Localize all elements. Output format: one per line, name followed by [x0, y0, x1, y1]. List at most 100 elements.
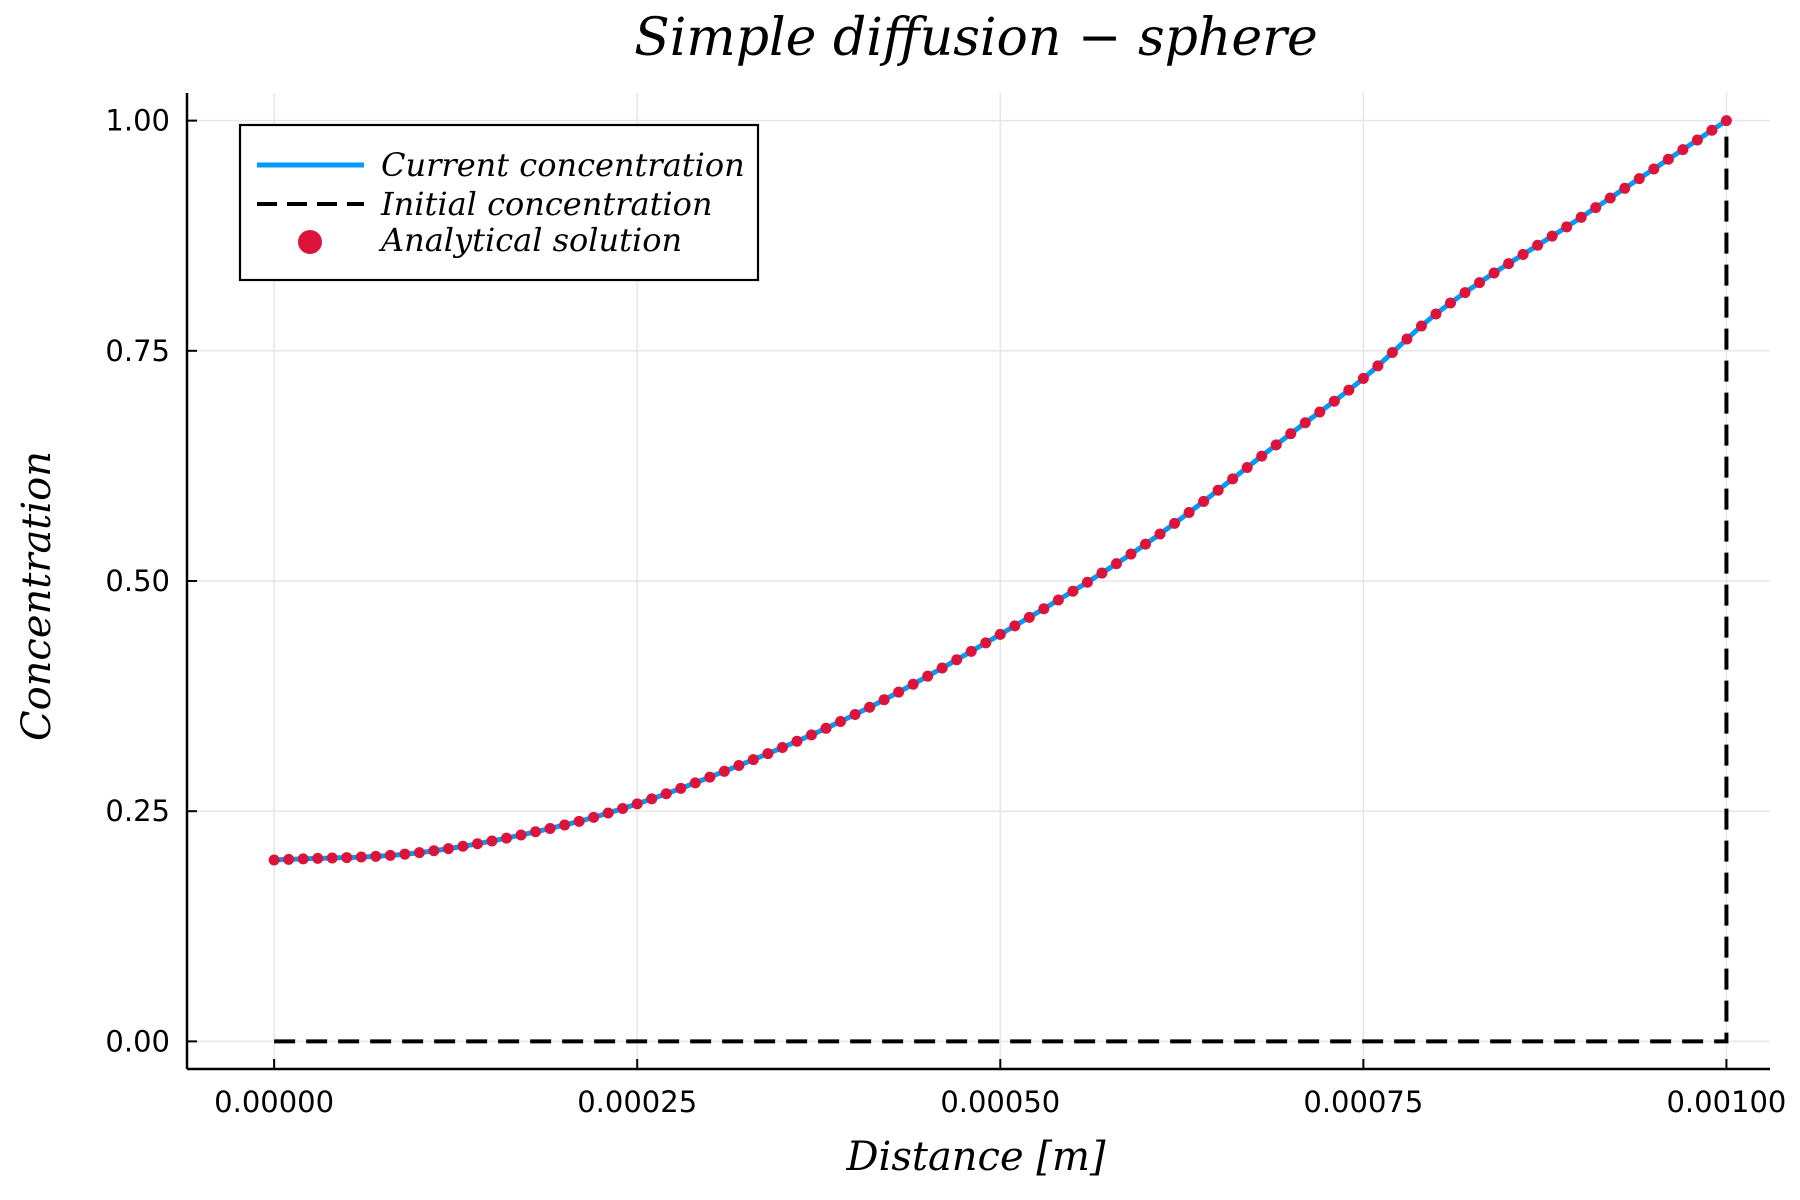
- x-tick-label: 0.00000: [214, 1085, 334, 1119]
- analytical-point: [660, 788, 672, 800]
- analytical-point: [631, 798, 643, 810]
- analytical-point: [864, 701, 876, 713]
- analytical-point: [1430, 308, 1442, 320]
- analytical-point: [907, 678, 919, 690]
- analytical-point: [370, 850, 382, 862]
- legend-label-initial: Initial concentration: [380, 185, 713, 223]
- analytical-point: [1212, 484, 1224, 496]
- x-tick-label: 0.00050: [940, 1085, 1060, 1119]
- analytical-point: [457, 840, 469, 852]
- analytical-point: [1299, 417, 1311, 429]
- analytical-point: [1357, 372, 1369, 384]
- analytical-point: [312, 852, 324, 864]
- analytical-point: [791, 735, 803, 747]
- analytical-point: [1314, 406, 1326, 418]
- analytical-point: [936, 662, 948, 674]
- analytical-point: [341, 852, 353, 864]
- analytical-point: [1227, 473, 1239, 485]
- series-layer: [268, 115, 1732, 1044]
- analytical-point: [1154, 528, 1166, 540]
- analytical-point: [1256, 450, 1268, 462]
- legend-swatch-analytical: [298, 230, 322, 254]
- analytical-point: [733, 759, 745, 771]
- y-tick-label: 0.50: [105, 564, 170, 598]
- analytical-point: [1343, 384, 1355, 396]
- analytical-point: [1706, 124, 1718, 136]
- legend-label-analytical: Analytical solution: [378, 221, 682, 259]
- analytical-point: [878, 694, 890, 706]
- analytical-point: [762, 748, 774, 760]
- analytical-point: [501, 832, 512, 844]
- analytical-point: [471, 838, 483, 850]
- analytical-point: [559, 819, 571, 831]
- analytical-point: [704, 771, 716, 783]
- analytical-point: [965, 645, 977, 657]
- analytical-point: [1517, 248, 1529, 260]
- analytical-point: [718, 765, 730, 777]
- analytical-point: [486, 835, 498, 847]
- analytical-point: [646, 793, 658, 805]
- analytical-point: [602, 807, 614, 819]
- analytical-point: [1619, 182, 1631, 194]
- legend-box: [238, 123, 760, 282]
- legend-label-current: Current concentration: [381, 146, 745, 184]
- analytical-point: [1503, 258, 1515, 270]
- analytical-point: [1532, 239, 1544, 251]
- x-axis-title: Distance [m]: [845, 1134, 1105, 1180]
- analytical-point: [1575, 211, 1587, 223]
- analytical-point: [1328, 395, 1340, 407]
- analytical-point: [1183, 507, 1195, 519]
- analytical-point: [820, 722, 832, 734]
- analytical-point: [1285, 428, 1297, 440]
- analytical-point: [1677, 144, 1689, 156]
- analytical-point: [1052, 594, 1064, 606]
- analytical-point: [384, 849, 396, 861]
- analytical-point: [1401, 333, 1413, 345]
- analytical-point: [268, 854, 280, 866]
- y-tick-label: 0.00: [105, 1024, 170, 1058]
- analytical-point: [1488, 267, 1500, 279]
- y-tick-label: 0.75: [105, 334, 170, 368]
- analytical-point: [428, 845, 440, 857]
- analytical-point: [1662, 153, 1674, 165]
- analytical-point: [588, 811, 600, 823]
- analytical-point: [747, 754, 759, 766]
- analytical-point: [399, 848, 411, 860]
- y-axis-title: Concentration: [14, 451, 60, 741]
- ticks: 0.00000 0.00025 0.00050 0.00075 0.00100 0.00 0…: [105, 104, 1786, 1119]
- analytical-point: [1459, 287, 1471, 299]
- analytical-point: [1038, 603, 1050, 615]
- analytical-point: [1720, 115, 1732, 127]
- analytical-point: [573, 815, 585, 827]
- analytical-point: [530, 826, 542, 838]
- analytical-point: [297, 853, 309, 865]
- analytical-point: [326, 852, 338, 864]
- analytical-point: [1633, 173, 1645, 185]
- analytical-point: [1023, 611, 1035, 623]
- analytical-point: [1648, 163, 1660, 175]
- analytical-point: [1415, 320, 1427, 332]
- series-line-initial-concentration: [274, 120, 1729, 1044]
- y-tick-label: 1.00: [105, 104, 170, 138]
- analytical-point: [1372, 360, 1384, 372]
- analytical-point: [922, 670, 934, 682]
- analytical-point: [849, 709, 861, 721]
- analytical-point: [1546, 230, 1558, 242]
- y-tick-label: 0.25: [105, 794, 170, 828]
- analytical-point: [413, 847, 425, 859]
- analytical-point: [1110, 558, 1122, 570]
- analytical-point: [951, 654, 963, 666]
- analytical-point: [1140, 538, 1152, 550]
- analytical-point: [1169, 517, 1181, 529]
- analytical-point: [893, 686, 905, 698]
- x-tick-label: 0.00100: [1666, 1085, 1786, 1119]
- analytical-point: [1590, 202, 1602, 214]
- analytical-point: [980, 637, 992, 649]
- analytical-point: [1474, 277, 1486, 289]
- analytical-point: [442, 843, 454, 855]
- analytical-point: [1270, 439, 1282, 451]
- analytical-point: [1604, 192, 1616, 204]
- analytical-point: [1386, 347, 1398, 359]
- chart-title: Simple diffusion − sphere: [634, 8, 1318, 68]
- analytical-point: [1691, 134, 1703, 146]
